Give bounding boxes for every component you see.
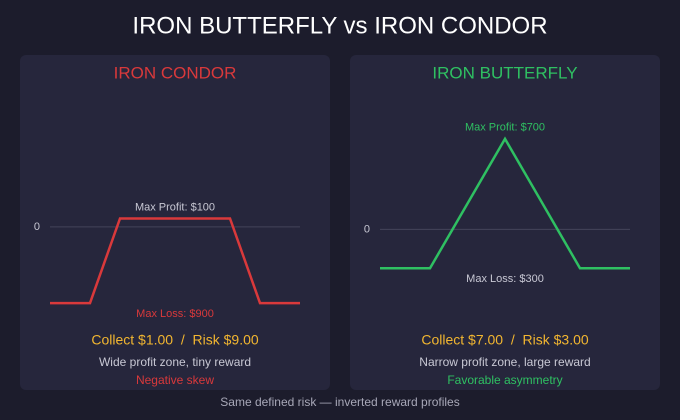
description: Narrow profit zone, large reward	[419, 355, 590, 369]
summary: Collect $7.00 / Risk $3.00	[421, 332, 589, 348]
panel	[20, 55, 330, 390]
panel-title: IRON CONDOR	[114, 63, 237, 82]
panel-title: IRON BUTTERFLY	[432, 63, 577, 82]
page-title: IRON BUTTERFLY vs IRON CONDOR	[132, 12, 547, 39]
summary: Collect $1.00 / Risk $9.00	[91, 332, 259, 348]
payoff-line	[50, 217, 300, 305]
y-tick-label: 0	[364, 223, 370, 235]
verdict: Negative skew	[136, 373, 214, 387]
max-loss-label: Max Loss: $300	[466, 273, 544, 285]
description: Wide profit zone, tiny reward	[99, 355, 251, 369]
payoff-line	[380, 136, 630, 270]
max-profit-label: Max Profit: $100	[135, 201, 215, 213]
panel	[350, 55, 660, 390]
y-tick-label: 0	[34, 221, 40, 233]
verdict: Favorable asymmetry	[447, 373, 562, 387]
footer: Same defined risk — inverted reward prof…	[220, 395, 459, 409]
max-profit-label: Max Profit: $700	[465, 122, 545, 134]
max-loss-label: Max Loss: $900	[136, 308, 214, 320]
